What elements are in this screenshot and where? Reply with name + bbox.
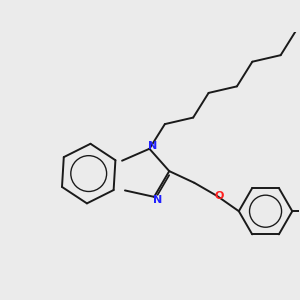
Text: O: O	[214, 191, 224, 201]
Text: N: N	[148, 141, 157, 151]
Text: N: N	[153, 195, 162, 205]
